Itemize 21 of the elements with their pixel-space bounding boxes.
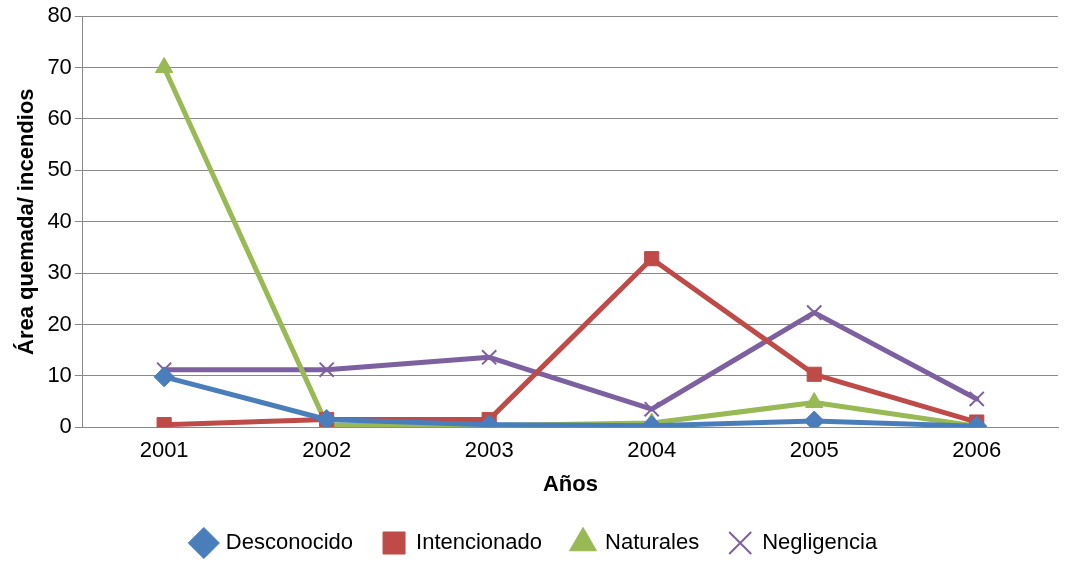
x-axis-title: Años (542, 470, 598, 496)
x-tick-label: 2005 (789, 437, 839, 463)
legend-label: Intencionado (416, 529, 543, 555)
y-tick-label: 50 (47, 156, 72, 182)
y-tick-label: 80 (47, 2, 72, 28)
x-tick-label: 2004 (627, 437, 677, 463)
y-tick-label: 30 (47, 259, 72, 285)
y-tick-label: 40 (47, 207, 72, 233)
y-tick-label: 60 (47, 105, 72, 131)
y-tick-label: 70 (47, 53, 72, 79)
x-tick-label: 2006 (952, 437, 1002, 463)
y-tick-label: 20 (47, 310, 72, 336)
legend-label: Naturales (605, 529, 700, 555)
x-tick-label: 2002 (302, 437, 352, 463)
x-tick-label: 2001 (139, 437, 189, 463)
y-axis-title: Área quemada/ incendios (13, 88, 39, 355)
y-tick-label: 0 (59, 413, 72, 439)
x-tick-label: 2003 (464, 437, 514, 463)
legend-label: Desconocido (225, 529, 354, 555)
legend-label: Negligencia (762, 529, 878, 555)
y-tick-label: 10 (47, 361, 72, 387)
